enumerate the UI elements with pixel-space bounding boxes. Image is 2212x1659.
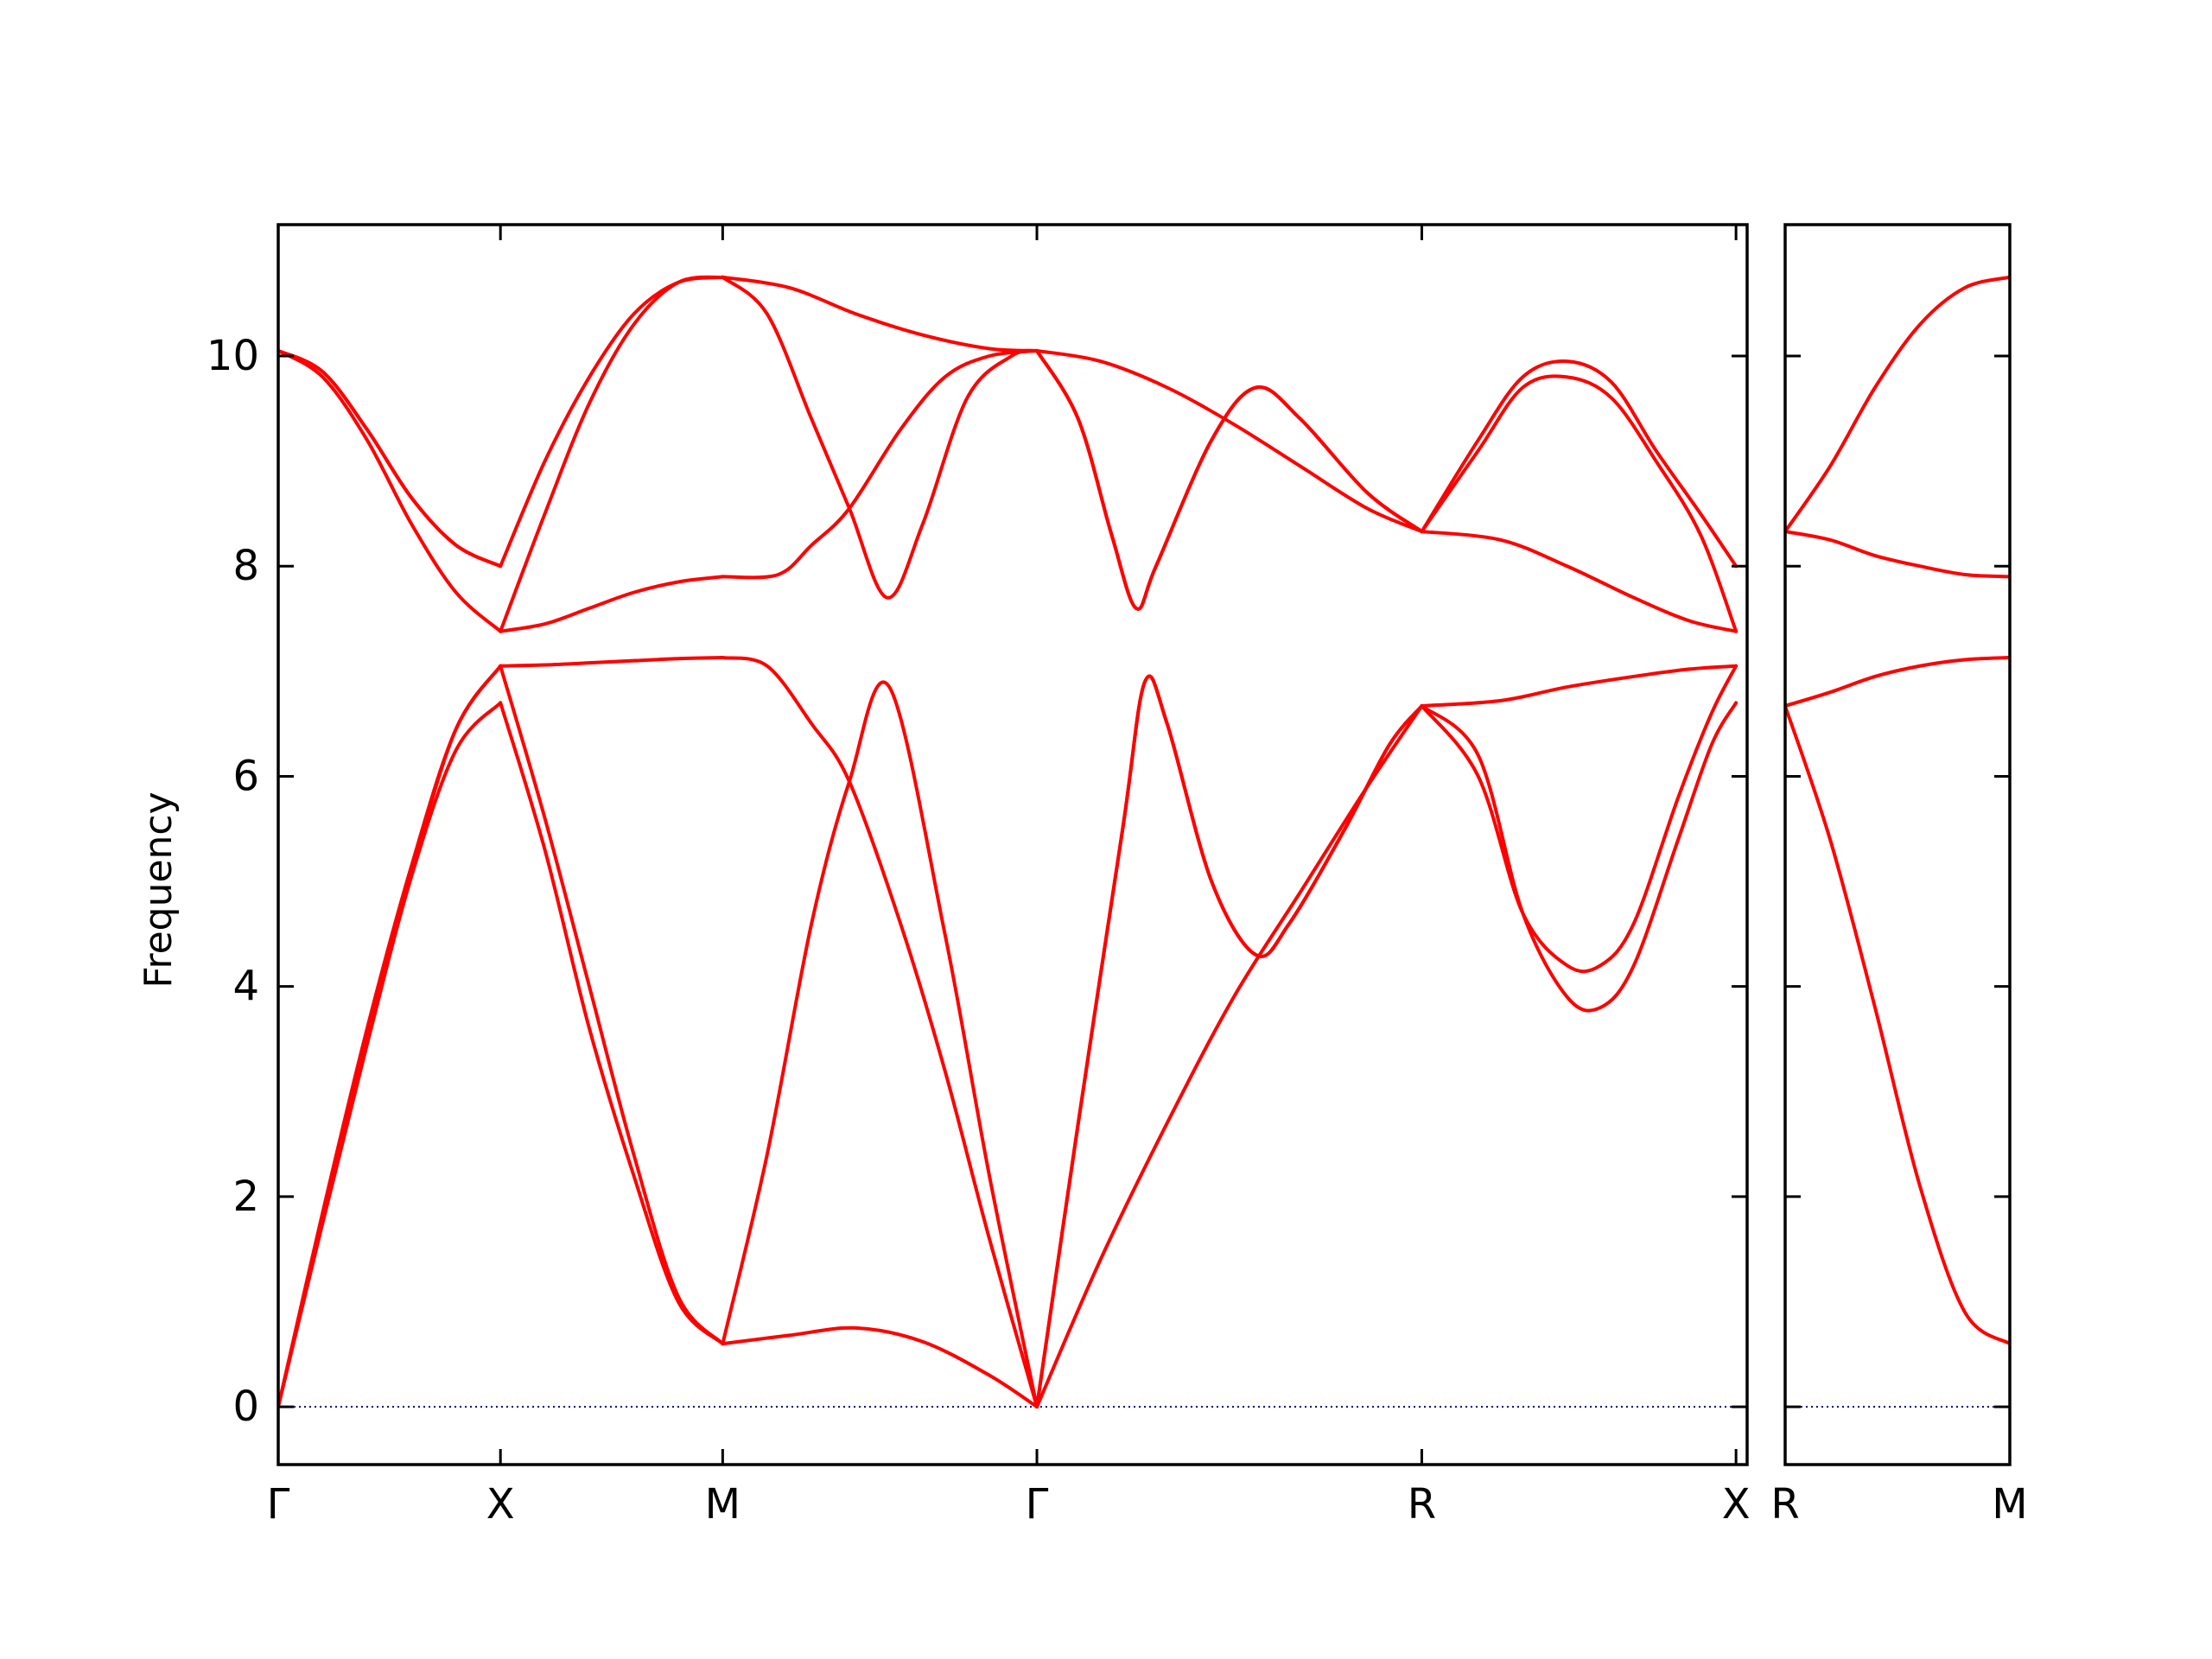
y-tick-label: 6	[232, 752, 259, 800]
bands-group	[278, 275, 1738, 1409]
band-line-R-X-4	[1420, 530, 1738, 633]
y-tick-label: 2	[232, 1173, 259, 1221]
band-line-M-Γ-5	[721, 275, 1039, 600]
y-tick-label: 4	[232, 963, 259, 1011]
left-panel: 0 2 4 6 8 10 Γ X M Γ R X	[207, 223, 1751, 1529]
band-line-X-M-6	[499, 275, 725, 569]
band-line-Γ-R-4	[1035, 348, 1424, 534]
x-tick-label-X: X	[1722, 1480, 1751, 1529]
band-line-R-M-3	[1785, 530, 2010, 579]
band-line-R-M-2	[1785, 656, 2010, 708]
band-line-Γ-X-5	[278, 348, 503, 569]
axes-frame	[276, 223, 1749, 1466]
x-tick-label-R: R	[1408, 1480, 1436, 1529]
y-axis-label: Frequency	[137, 791, 181, 988]
band-line-Γ-R-6	[1035, 348, 1424, 611]
band-line-M-Γ-3	[721, 656, 1039, 1409]
band-line-R-X-2	[1420, 664, 1738, 974]
band-line-Γ-X-6	[278, 348, 503, 569]
band-line-Γ-X-4	[278, 348, 503, 633]
y-tick-label: 10	[207, 332, 259, 380]
band-line-Γ-X-1	[278, 701, 503, 1409]
x-tick-label-Γ: Γ	[267, 1480, 290, 1529]
band-line-Γ-R-2	[1035, 674, 1424, 1409]
band-line-Γ-X-2	[278, 664, 503, 1409]
x-tick-label-M: M	[1992, 1480, 2027, 1529]
x-tick-label-Γ: Γ	[1026, 1480, 1049, 1529]
band-line-X-M-1	[499, 701, 725, 1346]
band-line-R-X-3	[1420, 664, 1738, 708]
band-line-M-Γ-4	[721, 348, 1039, 580]
band-line-R-M-4	[1785, 275, 2010, 534]
band-line-M-Γ-2	[721, 680, 1039, 1409]
band-line-M-Γ-6	[721, 275, 1039, 353]
bands-group	[1785, 275, 2010, 1346]
band-line-Γ-R-3	[1035, 674, 1424, 1409]
x-tick-label-M: M	[705, 1480, 741, 1529]
band-line-R-X-5	[1420, 374, 1738, 633]
axes-frame	[1783, 223, 2012, 1466]
band-line-X-M-3	[499, 656, 725, 668]
x-tick-label-R: R	[1770, 1480, 1799, 1529]
band-line-Γ-R-1	[1035, 703, 1424, 1409]
y-tick-label: 0	[232, 1382, 259, 1431]
band-line-X-M-5	[499, 275, 725, 633]
band-line-R-X-1	[1420, 701, 1738, 1013]
band-line-R-X-6	[1420, 359, 1738, 569]
band-line-Γ-R-5	[1035, 348, 1424, 611]
band-line-R-M-1	[1785, 703, 2010, 1346]
band-line-Γ-X-3	[278, 664, 503, 1409]
x-tick-label-X: X	[486, 1480, 515, 1529]
y-tick-label: 8	[232, 542, 259, 590]
band-line-X-M-4	[499, 575, 725, 633]
band-line-X-M-2	[499, 664, 725, 1346]
band-line-M-Γ-1	[721, 1325, 1039, 1409]
